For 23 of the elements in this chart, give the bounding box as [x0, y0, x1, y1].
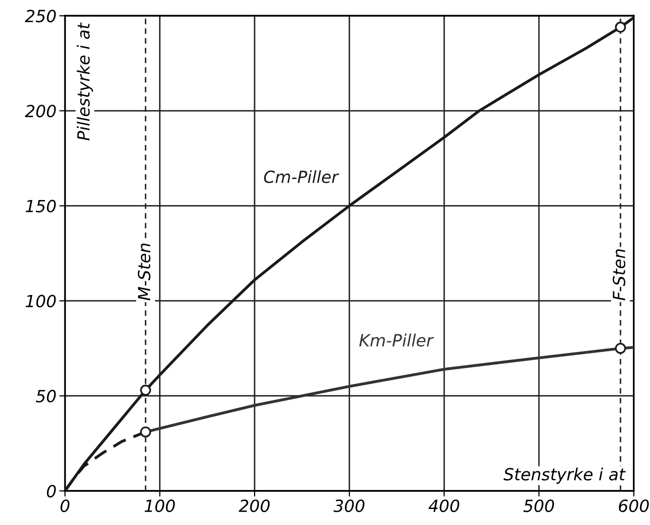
point — [140, 384, 152, 396]
point — [614, 342, 626, 354]
x-axis-title: Stenstyrke i at — [504, 468, 626, 484]
y-axis-title: Pillestyrke i at — [76, 22, 93, 140]
y-tick-label: 50 — [36, 390, 56, 402]
ref-line-label: M-Sten — [138, 244, 150, 300]
series-label: Cm-Piller — [264, 170, 340, 184]
point — [140, 426, 152, 438]
x-tick-label: 200 — [238, 500, 270, 512]
ref-line-label: F-Sten — [612, 249, 626, 300]
y-tick-label: 100 — [26, 294, 56, 308]
y-tick-label: 150 — [26, 200, 56, 212]
point — [614, 22, 626, 33]
x-tick-label: 500 — [523, 500, 554, 512]
x-tick-label: 0 — [60, 500, 70, 512]
y-tick-label: 200 — [24, 104, 56, 118]
x-tick-label: 400 — [428, 500, 460, 512]
y-tick-label: 0 — [46, 484, 56, 498]
series-label: Km-Piller — [359, 334, 434, 347]
x-tick-label: 100 — [144, 500, 175, 512]
x-tick-label: 600 — [618, 500, 649, 512]
y-tick-label: 250 — [24, 10, 56, 22]
x-tick-label: 300 — [334, 500, 364, 512]
